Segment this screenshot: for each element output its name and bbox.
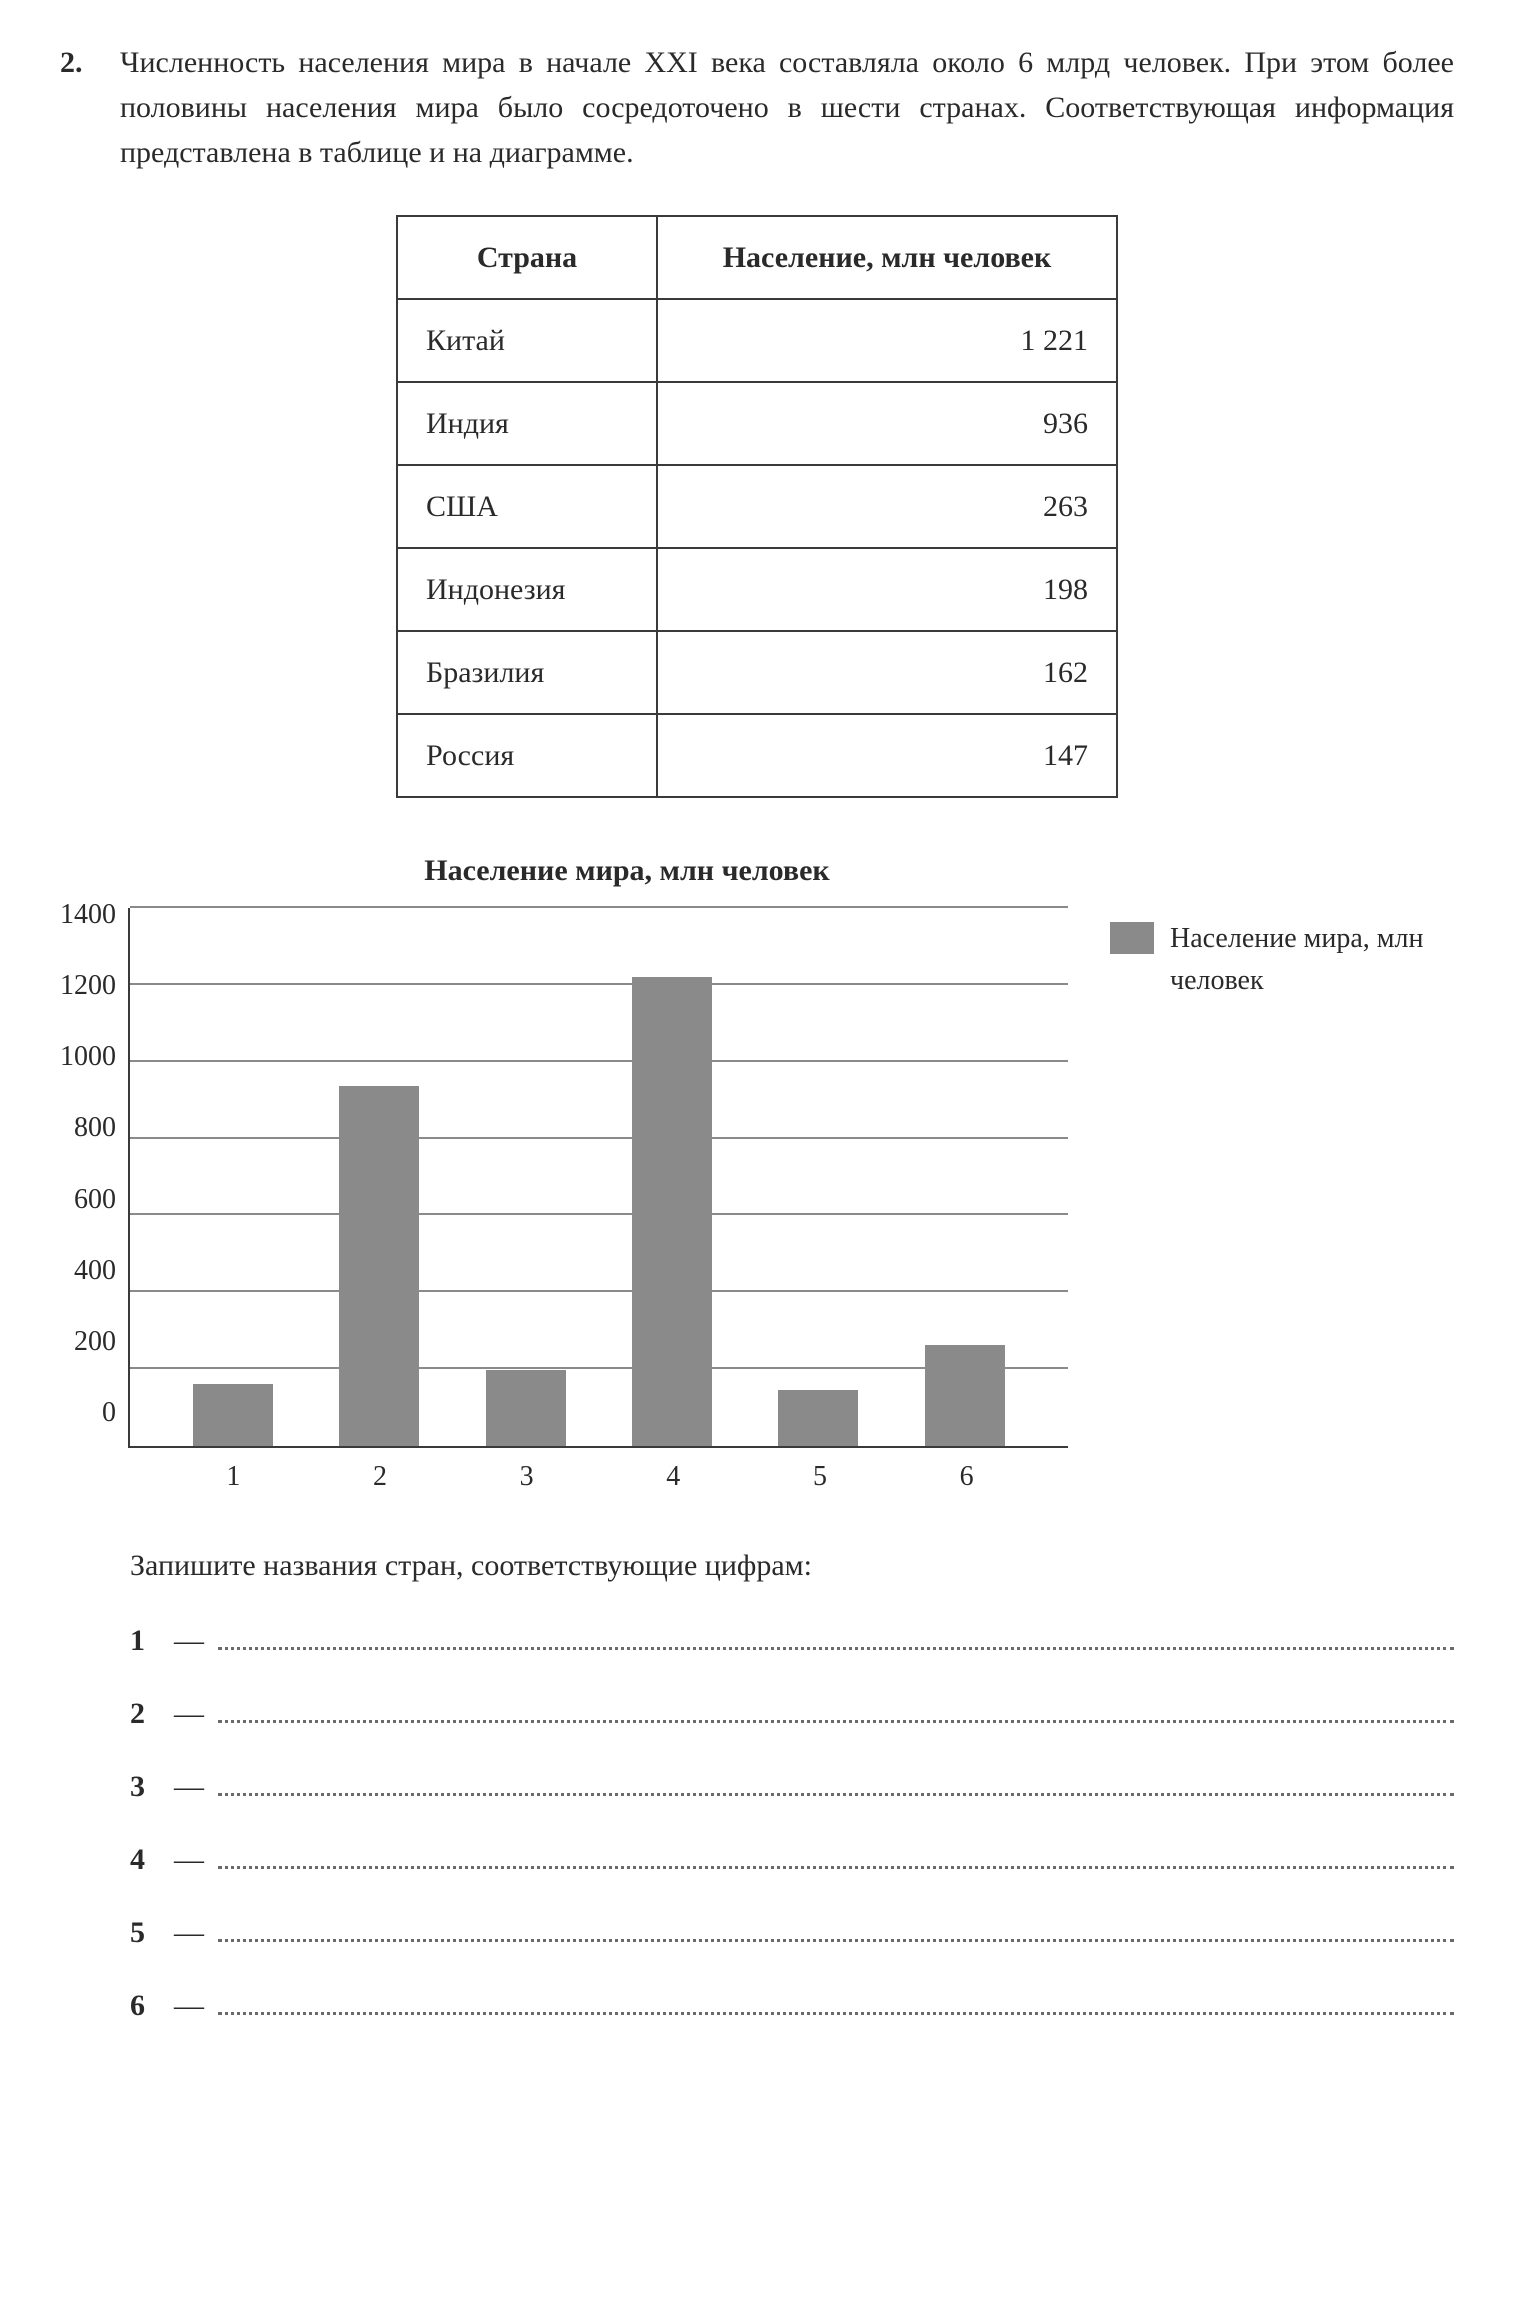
answer-line[interactable]: 6 —: [130, 1983, 1454, 2028]
y-tick: 600: [74, 1179, 116, 1221]
answer-number: 5: [130, 1910, 160, 1955]
y-tick: 400: [74, 1250, 116, 1292]
x-axis: 1 2 3 4 5 6: [130, 1448, 1070, 1498]
bar: [778, 1390, 858, 1446]
y-tick: 200: [74, 1321, 116, 1363]
x-tick: 4: [633, 1456, 713, 1498]
dash: —: [174, 1764, 204, 1809]
bar: [925, 1345, 1005, 1446]
cell-country: Индия: [397, 382, 657, 465]
answer-blank[interactable]: [218, 1912, 1454, 1942]
answer-number: 1: [130, 1618, 160, 1663]
x-tick: 2: [340, 1456, 420, 1498]
dash: —: [174, 1618, 204, 1663]
chart-legend: Население мира, млн человек: [1110, 918, 1454, 1002]
bar-chart: 1400 1200 1000 800 600 400 200 0: [60, 908, 1070, 1448]
x-tick: 3: [487, 1456, 567, 1498]
bar: [339, 1086, 419, 1446]
plot-area: [128, 908, 1068, 1448]
dash: —: [174, 1691, 204, 1736]
legend-swatch: [1110, 922, 1154, 954]
answer-number: 6: [130, 1983, 160, 2028]
cell-country: Россия: [397, 714, 657, 797]
answer-line[interactable]: 5 —: [130, 1910, 1454, 1955]
answer-blank[interactable]: [218, 1620, 1454, 1650]
answer-line[interactable]: 4 —: [130, 1837, 1454, 1882]
answer-number: 4: [130, 1837, 160, 1882]
table-header-country: Страна: [397, 216, 657, 299]
cell-value: 263: [657, 465, 1117, 548]
dash: —: [174, 1983, 204, 2028]
answer-line[interactable]: 3 —: [130, 1764, 1454, 1809]
answer-line[interactable]: 2 —: [130, 1691, 1454, 1736]
cell-value: 936: [657, 382, 1117, 465]
table-row: Китай 1 221: [397, 299, 1117, 382]
x-tick: 1: [193, 1456, 273, 1498]
dash: —: [174, 1910, 204, 1955]
bar: [486, 1370, 566, 1446]
cell-value: 1 221: [657, 299, 1117, 382]
x-tick: 6: [927, 1456, 1007, 1498]
y-tick: 1200: [60, 965, 116, 1007]
table-row: Россия 147: [397, 714, 1117, 797]
bar: [193, 1384, 273, 1446]
dash: —: [174, 1837, 204, 1882]
gridline: [130, 1213, 1068, 1215]
table-row: США 263: [397, 465, 1117, 548]
gridline: [130, 983, 1068, 985]
cell-value: 147: [657, 714, 1117, 797]
answer-number: 2: [130, 1691, 160, 1736]
cell-value: 162: [657, 631, 1117, 714]
answer-lines: 1 — 2 — 3 — 4 — 5 — 6 —: [130, 1618, 1454, 2028]
bar: [632, 977, 712, 1446]
population-table: Страна Население, млн человек Китай 1 22…: [396, 215, 1118, 798]
legend-label: Население мира, млн человек: [1170, 918, 1454, 1002]
y-tick: 1400: [60, 894, 116, 936]
y-tick: 800: [74, 1107, 116, 1149]
x-tick: 5: [780, 1456, 860, 1498]
table-row: Индия 936: [397, 382, 1117, 465]
answer-blank[interactable]: [218, 1839, 1454, 1869]
problem-number: 2.: [60, 40, 100, 175]
cell-country: Бразилия: [397, 631, 657, 714]
answer-number: 3: [130, 1764, 160, 1809]
problem-text: Численность населения мира в начале XXI …: [120, 40, 1454, 175]
instruction-text: Запишите названия стран, соответствующие…: [130, 1543, 1454, 1588]
answer-line[interactable]: 1 —: [130, 1618, 1454, 1663]
answer-blank[interactable]: [218, 1985, 1454, 2015]
chart-title: Население мира, млн человек: [0, 848, 1454, 893]
gridline: [130, 906, 1068, 908]
y-tick: 0: [102, 1392, 116, 1434]
gridline: [130, 1060, 1068, 1062]
cell-country: США: [397, 465, 657, 548]
gridline: [130, 1290, 1068, 1292]
cell-country: Китай: [397, 299, 657, 382]
table-row: Индонезия 198: [397, 548, 1117, 631]
gridline: [130, 1137, 1068, 1139]
answer-blank[interactable]: [218, 1693, 1454, 1723]
table-row: Бразилия 162: [397, 631, 1117, 714]
table-header-population: Население, млн человек: [657, 216, 1117, 299]
cell-value: 198: [657, 548, 1117, 631]
y-axis: 1400 1200 1000 800 600 400 200 0: [60, 894, 128, 1434]
y-tick: 1000: [60, 1036, 116, 1078]
answer-blank[interactable]: [218, 1766, 1454, 1796]
gridline: [130, 1367, 1068, 1369]
cell-country: Индонезия: [397, 548, 657, 631]
